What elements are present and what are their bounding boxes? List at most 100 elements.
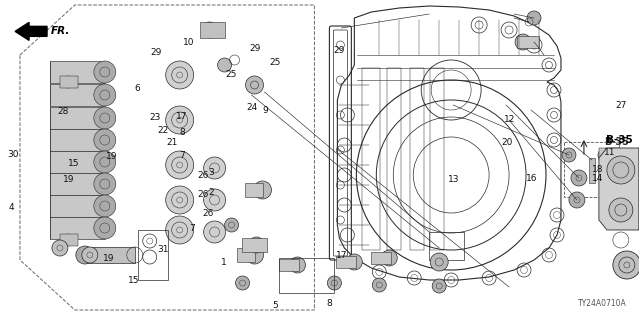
Circle shape — [166, 186, 194, 214]
Circle shape — [253, 181, 271, 199]
Circle shape — [609, 198, 633, 222]
Text: 1: 1 — [221, 258, 227, 267]
Text: 30: 30 — [7, 150, 19, 159]
Bar — [337, 256, 356, 268]
Text: 9: 9 — [262, 106, 268, 115]
Circle shape — [94, 84, 116, 106]
Text: 26: 26 — [202, 209, 213, 218]
Bar — [429, 232, 464, 260]
Circle shape — [225, 218, 239, 232]
Text: 12: 12 — [504, 115, 515, 124]
Circle shape — [166, 151, 194, 179]
Text: 8: 8 — [326, 300, 332, 308]
Circle shape — [562, 148, 576, 162]
Text: 27: 27 — [615, 101, 627, 110]
Circle shape — [94, 151, 116, 173]
Circle shape — [94, 107, 116, 129]
Circle shape — [76, 246, 94, 264]
Text: 5: 5 — [272, 301, 278, 310]
Polygon shape — [599, 148, 639, 230]
Text: 8: 8 — [179, 128, 185, 137]
Text: 29: 29 — [151, 48, 162, 57]
Circle shape — [94, 129, 116, 151]
Bar — [410, 68, 424, 250]
Text: 11: 11 — [604, 148, 616, 157]
Text: 28: 28 — [57, 107, 68, 116]
Circle shape — [248, 237, 264, 253]
Bar — [60, 76, 78, 88]
Circle shape — [94, 173, 116, 195]
Text: 22: 22 — [157, 126, 168, 135]
Circle shape — [246, 246, 264, 264]
Text: 25: 25 — [269, 58, 280, 67]
Circle shape — [166, 61, 194, 89]
Text: 7: 7 — [179, 151, 185, 160]
Text: 3: 3 — [208, 168, 214, 177]
Text: 23: 23 — [150, 113, 161, 122]
Bar — [200, 22, 225, 38]
Polygon shape — [15, 22, 47, 40]
Text: 2: 2 — [208, 188, 214, 196]
Bar — [280, 258, 334, 293]
Text: 21: 21 — [167, 138, 178, 147]
Text: 6: 6 — [134, 84, 140, 92]
Circle shape — [607, 156, 635, 184]
Text: B-35: B-35 — [606, 135, 632, 145]
Text: 13: 13 — [448, 175, 460, 184]
Text: 17: 17 — [336, 252, 348, 260]
Circle shape — [328, 276, 341, 290]
Circle shape — [52, 240, 68, 256]
Circle shape — [202, 22, 218, 38]
Text: 10: 10 — [182, 38, 194, 47]
Circle shape — [166, 106, 194, 134]
Circle shape — [571, 170, 587, 186]
Bar — [244, 183, 262, 197]
Text: 18: 18 — [591, 165, 603, 174]
Circle shape — [204, 189, 225, 211]
Circle shape — [289, 257, 305, 273]
Bar — [241, 238, 266, 252]
Bar — [50, 151, 105, 173]
Text: 26: 26 — [198, 171, 209, 180]
Bar — [517, 36, 539, 48]
Bar — [430, 68, 444, 250]
Circle shape — [236, 276, 250, 290]
Text: 19: 19 — [106, 152, 118, 161]
Text: 14: 14 — [591, 174, 603, 183]
Bar — [362, 68, 380, 250]
Text: 19: 19 — [103, 254, 115, 263]
Circle shape — [569, 192, 585, 208]
Bar — [371, 252, 391, 264]
Text: FR.: FR. — [51, 26, 70, 36]
Circle shape — [62, 234, 74, 246]
Bar — [85, 247, 135, 263]
Bar — [237, 248, 255, 262]
Text: B-35: B-35 — [604, 137, 628, 147]
Circle shape — [372, 278, 387, 292]
Text: 20: 20 — [501, 138, 512, 147]
Circle shape — [218, 58, 232, 72]
Bar — [50, 61, 105, 83]
Circle shape — [166, 216, 194, 244]
Text: 16: 16 — [525, 174, 537, 183]
Bar — [387, 68, 401, 250]
Bar — [599, 168, 619, 180]
Text: 29: 29 — [333, 46, 344, 55]
Circle shape — [430, 253, 448, 271]
Text: 25: 25 — [225, 70, 237, 79]
Text: 29: 29 — [250, 44, 261, 52]
Circle shape — [515, 34, 531, 50]
Text: 31: 31 — [157, 245, 169, 254]
Circle shape — [346, 254, 362, 270]
Circle shape — [432, 279, 446, 293]
Text: 4: 4 — [9, 203, 14, 212]
Circle shape — [613, 251, 640, 279]
Bar — [564, 142, 619, 197]
Bar — [50, 84, 105, 106]
Bar — [50, 195, 105, 217]
Circle shape — [527, 11, 541, 25]
Text: 7: 7 — [189, 224, 195, 233]
Circle shape — [246, 76, 264, 94]
Bar — [60, 234, 78, 246]
Bar — [50, 129, 105, 151]
